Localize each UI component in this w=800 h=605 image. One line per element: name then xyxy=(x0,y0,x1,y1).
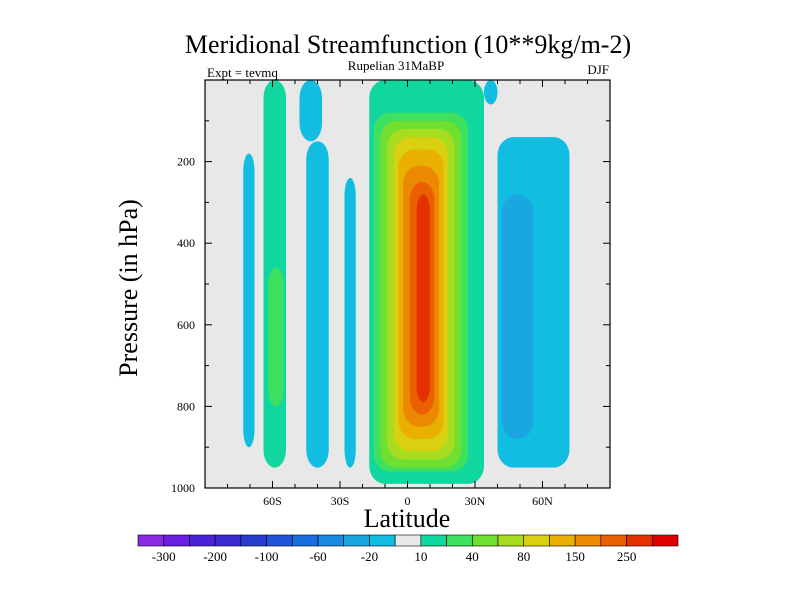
contour-region-6 xyxy=(344,177,356,468)
contour-region-17 xyxy=(484,80,498,105)
y-tick-label: 600 xyxy=(177,318,195,332)
colorbar-box xyxy=(394,534,422,547)
contour-region-1 xyxy=(243,153,255,448)
colorbar-box xyxy=(369,534,396,547)
colorbar-box xyxy=(420,534,447,547)
x-tick-label: 30N xyxy=(465,494,486,508)
x-tick-label: 60S xyxy=(263,494,282,508)
colorbar-label: 250 xyxy=(617,549,637,564)
chart-subtitle: Rupelian 31MaBP xyxy=(348,58,444,73)
colorbar-label: 80 xyxy=(517,549,530,564)
y-tick-label: 800 xyxy=(177,399,195,413)
y-axis-label: Pressure (in hPa) xyxy=(114,199,143,377)
colorbar-label: 10 xyxy=(414,549,427,564)
contour-fills xyxy=(205,80,610,488)
colorbar-box xyxy=(471,534,499,547)
season-label: DJF xyxy=(587,62,609,77)
colorbar-box xyxy=(626,534,653,547)
y-tick-label: 400 xyxy=(177,236,195,250)
contour-region-4 xyxy=(299,80,322,142)
contour-region-5 xyxy=(306,141,329,468)
contour-region-3 xyxy=(268,267,284,407)
colorbar-box xyxy=(523,534,550,547)
colorbar-box xyxy=(291,534,319,547)
x-tick-label: 60N xyxy=(532,494,553,508)
colorbar-box xyxy=(549,534,576,547)
y-tick-label: 1000 xyxy=(171,481,195,495)
x-tick-label: 30S xyxy=(331,494,350,508)
x-axis: 60S 30S 0 30N 60N xyxy=(227,80,588,508)
colorbar-box xyxy=(651,534,679,547)
colorbar-label: -100 xyxy=(255,549,279,564)
plot-area xyxy=(205,80,610,488)
colorbar-box xyxy=(343,534,370,547)
colorbar-box xyxy=(214,534,242,547)
colorbar-label: -200 xyxy=(203,549,227,564)
colorbar: -300 -200 -100 -60 -20 10 40 80 150 250 xyxy=(137,534,679,564)
colorbar-label: -20 xyxy=(361,549,378,564)
colorbar-label: -60 xyxy=(309,549,326,564)
chart-title: Meridional Streamfunction (10**9kg/m-2) xyxy=(185,30,631,59)
experiment-label: Expt = tevmq xyxy=(207,65,278,80)
y-tick-label: 200 xyxy=(177,155,195,169)
colorbar-label: 150 xyxy=(565,549,585,564)
colorbar-box xyxy=(240,534,267,547)
colorbar-label: -300 xyxy=(152,549,176,564)
colorbar-box xyxy=(163,534,190,547)
colorbar-box xyxy=(574,534,602,547)
colorbar-box xyxy=(497,534,525,547)
colorbar-box xyxy=(137,534,165,547)
colorbar-box xyxy=(266,534,293,547)
y-axis: 200 400 600 800 1000 xyxy=(171,120,610,495)
contour-region-19 xyxy=(502,194,534,440)
contour-region-16 xyxy=(416,194,430,403)
colorbar-box xyxy=(189,534,216,547)
x-axis-label: Latitude xyxy=(364,504,451,533)
colorbar-box xyxy=(317,534,345,547)
colorbar-box xyxy=(600,534,627,547)
colorbar-label: 40 xyxy=(466,549,479,564)
colorbar-box xyxy=(446,534,473,547)
x-tick-label: 0 xyxy=(405,494,411,508)
